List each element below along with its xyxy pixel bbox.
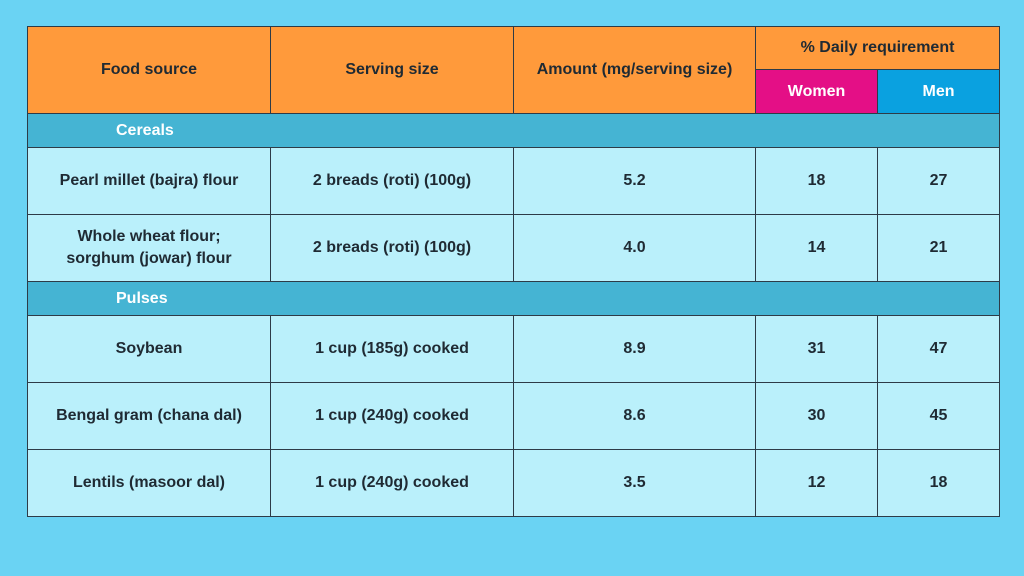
table-row: Lentils (masoor dal) 1 cup (240g) cooked… bbox=[27, 449, 1001, 517]
table-row: Pearl millet (bajra) flour 2 breads (rot… bbox=[27, 147, 1001, 215]
header-amount: Amount (mg/serving size) bbox=[513, 26, 756, 114]
cell-serving: 1 cup (240g) cooked bbox=[270, 382, 514, 450]
header-serving-size: Serving size bbox=[270, 26, 514, 114]
cell-food: Lentils (masoor dal) bbox=[27, 449, 271, 517]
cell-amount: 8.6 bbox=[513, 382, 756, 450]
cell-women: 30 bbox=[755, 382, 878, 450]
cell-amount: 5.2 bbox=[513, 147, 756, 215]
cell-men: 47 bbox=[876, 315, 1001, 383]
cell-food: Soybean bbox=[27, 315, 271, 383]
cell-women: 31 bbox=[755, 315, 878, 383]
cell-women: 18 bbox=[755, 147, 878, 215]
cell-food: Whole wheat flour; sorghum (jowar) flour bbox=[27, 214, 271, 282]
cell-serving: 1 cup (185g) cooked bbox=[270, 315, 514, 383]
cell-amount: 3.5 bbox=[513, 449, 756, 517]
cell-men: 27 bbox=[876, 147, 1001, 215]
section-title-pulses: Pulses bbox=[26, 281, 1001, 316]
cell-women: 14 bbox=[755, 214, 878, 282]
table-row: Soybean 1 cup (185g) cooked 8.9 31 47 bbox=[27, 315, 1001, 383]
cell-serving: 2 breads (roti) (100g) bbox=[270, 147, 514, 215]
header-daily-requirement: % Daily requirement bbox=[754, 26, 1001, 70]
cell-men: 18 bbox=[876, 449, 1001, 517]
cell-serving: 1 cup (240g) cooked bbox=[270, 449, 514, 517]
table-row: Bengal gram (chana dal) 1 cup (240g) coo… bbox=[27, 382, 1001, 450]
cell-amount: 8.9 bbox=[513, 315, 756, 383]
cell-men: 21 bbox=[876, 214, 1001, 282]
table-row: Whole wheat flour; sorghum (jowar) flour… bbox=[27, 214, 1001, 282]
nutrition-table-container: Food source Serving size Amount (mg/serv… bbox=[26, 26, 1001, 517]
cell-women: 12 bbox=[755, 449, 878, 517]
header-men: Men bbox=[876, 69, 1001, 114]
cell-men: 45 bbox=[876, 382, 1001, 450]
cell-serving: 2 breads (roti) (100g) bbox=[270, 214, 514, 282]
header-food-source: Food source bbox=[27, 26, 271, 114]
cell-food: Bengal gram (chana dal) bbox=[27, 382, 271, 450]
section-title-cereals: Cereals bbox=[26, 113, 1001, 148]
nutrition-table: Food source Serving size Amount (mg/serv… bbox=[26, 26, 1001, 517]
cell-food: Pearl millet (bajra) flour bbox=[27, 147, 271, 215]
cell-amount: 4.0 bbox=[513, 214, 756, 282]
header-women: Women bbox=[755, 69, 878, 114]
